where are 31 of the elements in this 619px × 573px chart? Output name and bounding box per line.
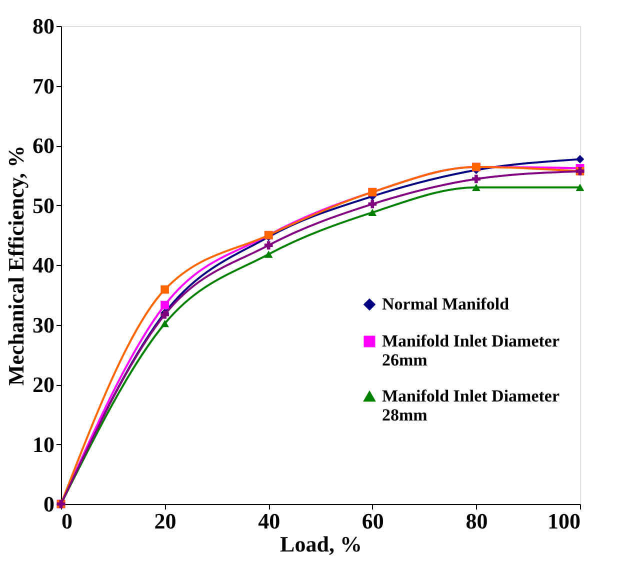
y-axis-title: Mechanical Efficiency, %	[4, 145, 28, 386]
point	[576, 184, 584, 191]
x-tick-label: 60	[362, 508, 384, 534]
y-tick-label: 20	[32, 372, 54, 397]
y-tick-label: 80	[32, 14, 54, 38]
point	[368, 208, 377, 216]
point	[576, 155, 584, 164]
y-tick-label: 60	[32, 133, 54, 158]
point	[472, 184, 480, 191]
x-axis-title: Load, %	[280, 532, 362, 556]
y-tick-label: 40	[32, 252, 54, 278]
y-tick-label: 0	[44, 492, 54, 516]
x-tick-label: 40	[258, 508, 280, 534]
x-tick-label: 100	[548, 508, 580, 534]
x-tick-label: 0	[62, 508, 72, 534]
point	[160, 320, 169, 328]
point	[160, 300, 169, 310]
point	[368, 200, 377, 208]
point	[264, 250, 273, 258]
point	[472, 174, 480, 184]
legend-label: Normal Manifold	[382, 294, 510, 314]
y-tick-label: 10	[32, 432, 54, 457]
y-tick-label: 30	[32, 312, 54, 338]
y-tick-label: 70	[32, 73, 54, 98]
y-tick-label: 50	[32, 192, 54, 218]
x-tick-label: 80	[466, 508, 488, 534]
legend-label: Manifold Inlet Diameter 28mm	[382, 386, 560, 424]
legend-label: Manifold Inlet Diameter 26mm	[382, 332, 560, 370]
x-tick-label: 20	[154, 508, 176, 534]
point	[160, 285, 169, 294]
point	[264, 241, 273, 250]
